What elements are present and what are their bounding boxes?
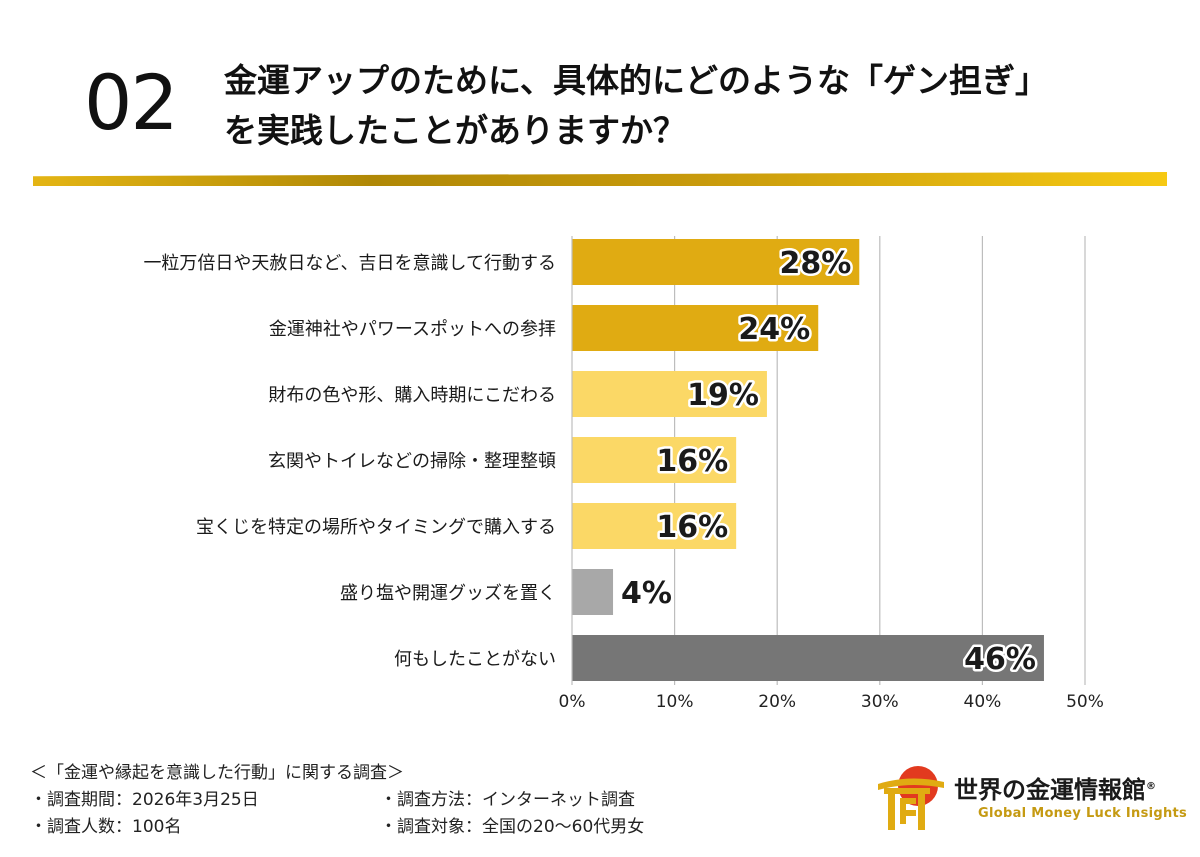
survey-count-text: ・調査人数：100名 (30, 817, 182, 837)
bar (572, 239, 860, 285)
value-label: 28% (779, 246, 851, 281)
brand-name-text: 世界の金運情報館 (954, 776, 1146, 804)
survey-period: ・調査期間：2026年3月25日 ・調査方法：インターネット調査 (30, 787, 635, 814)
question-title-line-2: を実践したことがありますか？ (224, 111, 686, 150)
value-label: 16% (656, 444, 728, 479)
x-tick-label: 10% (656, 692, 694, 712)
value-label: 46% (964, 642, 1036, 677)
title-underline (33, 172, 1167, 186)
value-label: 16% (656, 510, 728, 545)
category-label: 一粒万倍日や天赦日など、吉日を意識して行動する (143, 253, 556, 274)
survey-period-text: ・調査期間：2026年3月25日 (30, 790, 259, 810)
value-label: 24% (738, 312, 810, 347)
survey-count: ・調査人数：100名 ・調査対象：全国の20〜60代男女 (30, 814, 644, 841)
category-label: 玄関やトイレなどの掃除・整理整頓 (268, 451, 556, 472)
bar (572, 503, 737, 549)
registered-mark: ® (1146, 781, 1156, 792)
question-title-line-1: 金運アップのために、具体的にどのような「ゲン担ぎ」 (224, 61, 1049, 100)
survey-method: ・調査方法：インターネット調査 (380, 790, 635, 810)
category-label: 盛り塩や開運グッズを置く (340, 583, 556, 604)
shrine-logo-icon (878, 766, 944, 830)
brand-logo: 世界の金運情報館® Global Money Luck Insights (874, 764, 1187, 834)
question-title: 金運アップのために、具体的にどのような「ゲン担ぎ」 を実践したことがありますか？ (224, 56, 1164, 156)
value-label: 4% (621, 576, 672, 611)
survey-title: ＜「金運や縁起を意識した行動」に関する調査＞ (30, 763, 404, 783)
category-label: 財布の色や形、購入時期にこだわる (268, 385, 556, 406)
bar (572, 371, 767, 417)
x-tick-label: 0% (559, 692, 586, 712)
category-label: 何もしたことがない (394, 649, 556, 670)
bar (572, 305, 819, 351)
value-label: 19% (687, 378, 759, 413)
category-label: 宝くじを特定の場所やタイミングで購入する (196, 517, 556, 538)
bar-chart: 0% 10% 20% 30% 40% 50% 一粒万倍日や天赦日など、吉日を意識して行動する… (143, 236, 1104, 712)
question-number: 02 (84, 58, 179, 147)
x-tick-label: 20% (758, 692, 796, 712)
survey-target: ・調査対象：全国の20〜60代男女 (380, 817, 645, 837)
bar (572, 635, 1044, 681)
brand-name: 世界の金運情報館® (954, 770, 1156, 805)
x-tick-label: 50% (1066, 692, 1104, 712)
category-label: 金運神社やパワースポットへの参拝 (269, 319, 556, 340)
x-tick-label: 40% (964, 692, 1002, 712)
survey-footer: ＜「金運や縁起を意識した行動」に関する調査＞ ・調査期間：2026年3月25日 … (30, 760, 644, 841)
x-tick-label: 30% (861, 692, 899, 712)
brand-tagline: Global Money Luck Insights (978, 806, 1188, 821)
bar (572, 569, 614, 615)
bar (572, 437, 737, 483)
